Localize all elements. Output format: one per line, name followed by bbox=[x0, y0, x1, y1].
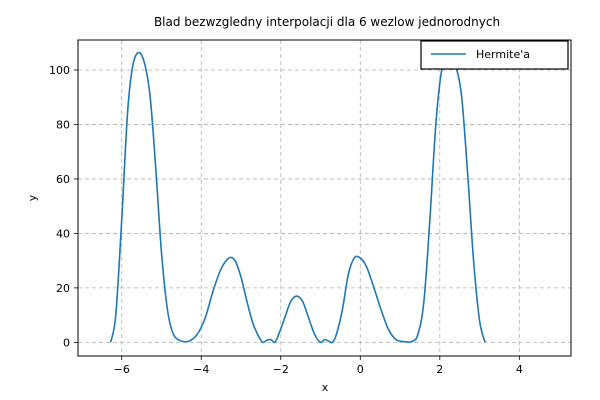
plot-frame bbox=[77, 39, 572, 357]
grid bbox=[78, 40, 571, 356]
series-line-hermite bbox=[109, 51, 486, 344]
x-tick-label: −2 bbox=[273, 363, 289, 376]
x-tick-label: 2 bbox=[436, 363, 443, 376]
legend: Hermite'a bbox=[420, 40, 569, 70]
x-tick-label: 4 bbox=[516, 363, 523, 376]
x-tick-label: −6 bbox=[114, 363, 130, 376]
x-tick-label: 0 bbox=[357, 363, 364, 376]
y-axis-label: y bbox=[26, 194, 39, 201]
y-tick-label: 80 bbox=[56, 118, 70, 131]
y-tick-label: 20 bbox=[56, 282, 70, 295]
legend-box bbox=[420, 40, 569, 70]
x-tick-label: −4 bbox=[193, 363, 209, 376]
series-group bbox=[109, 51, 486, 344]
y-tick-label: 60 bbox=[56, 173, 70, 186]
x-axis-label: x bbox=[322, 381, 329, 394]
chart-title: Blad bezwzgledny interpolacji dla 6 wezl… bbox=[154, 15, 500, 29]
y-tick-label: 0 bbox=[63, 336, 70, 349]
legend-label: Hermite'a bbox=[476, 48, 530, 61]
y-tick-label: 100 bbox=[49, 64, 70, 77]
y-tick-label: 40 bbox=[56, 227, 70, 240]
